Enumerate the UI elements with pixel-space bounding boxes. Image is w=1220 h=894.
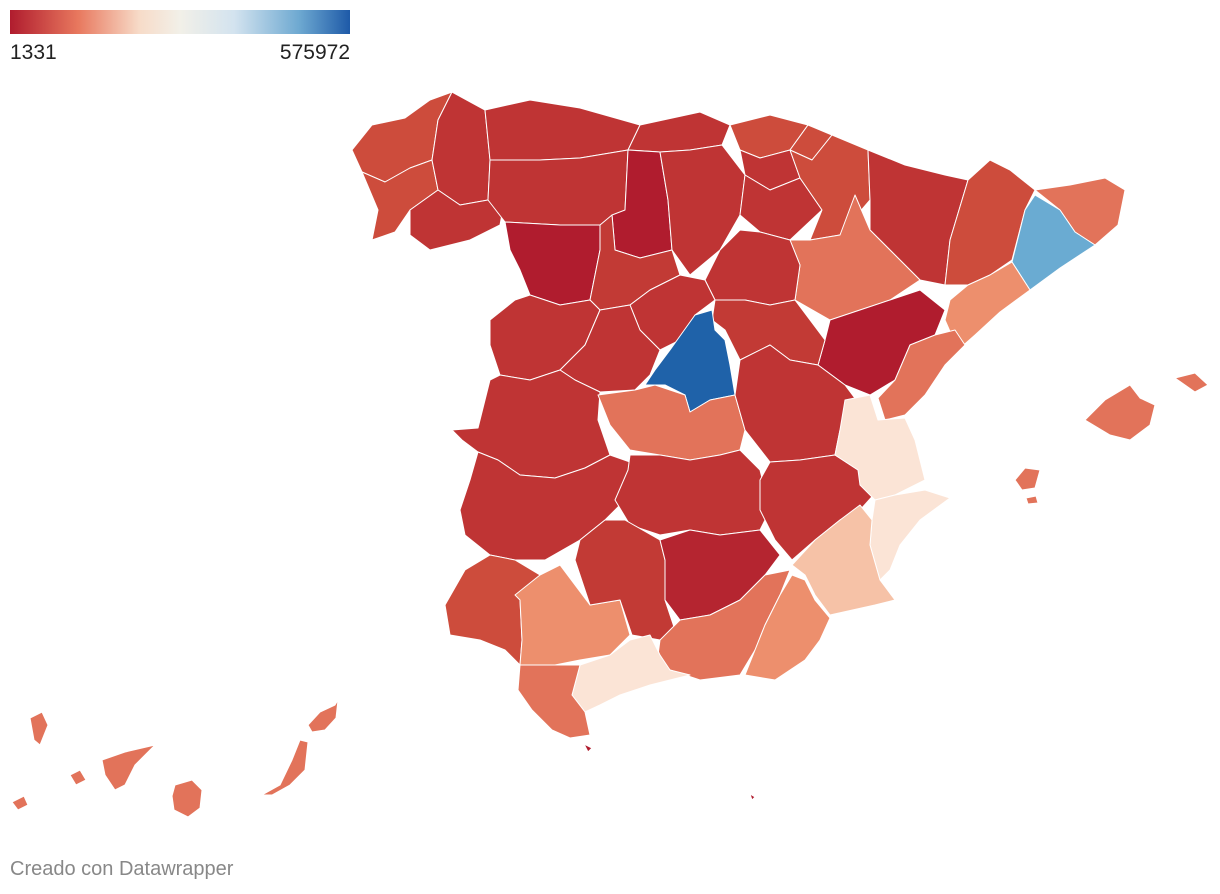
region-tenerife[interactable] — [101, 744, 156, 791]
region-mallorca[interactable] — [1084, 384, 1156, 441]
region-la-gomera[interactable] — [69, 769, 87, 786]
region-formentera[interactable] — [1025, 495, 1039, 505]
region-la-rioja[interactable] — [739, 174, 823, 241]
region-asturias[interactable] — [484, 99, 641, 161]
region-gran-canaria[interactable] — [171, 779, 203, 818]
region-menorca[interactable] — [1174, 372, 1209, 393]
color-legend: 1331 575972 — [10, 10, 350, 67]
region-ibiza[interactable] — [1014, 467, 1041, 491]
region-zamora[interactable] — [504, 221, 601, 306]
region-fuerteventura[interactable] — [261, 739, 309, 796]
legend-gradient-bar — [10, 10, 350, 34]
region-leon[interactable] — [487, 149, 629, 226]
region-almeria[interactable] — [744, 574, 831, 681]
footer-credit[interactable]: Creado con Datawrapper — [10, 858, 234, 880]
legend-max-label: 575972 — [279, 41, 350, 64]
region-burgos[interactable] — [659, 144, 746, 276]
region-barcelona[interactable] — [1011, 194, 1096, 291]
legend-min-label: 1331 — [10, 41, 57, 64]
region-cadiz[interactable] — [517, 664, 591, 739]
region-alicante[interactable] — [869, 489, 951, 581]
region-ceuta[interactable] — [583, 743, 593, 753]
region-ciudad-real[interactable] — [614, 449, 771, 536]
region-tarragona[interactable] — [944, 261, 1031, 351]
region-murcia[interactable] — [791, 504, 896, 616]
region-el-hierro[interactable] — [11, 795, 29, 811]
region-lanzarote[interactable] — [307, 699, 339, 733]
region-melilla[interactable] — [749, 793, 756, 801]
region-la-palma[interactable] — [29, 711, 49, 746]
region-castellon[interactable] — [877, 329, 966, 421]
